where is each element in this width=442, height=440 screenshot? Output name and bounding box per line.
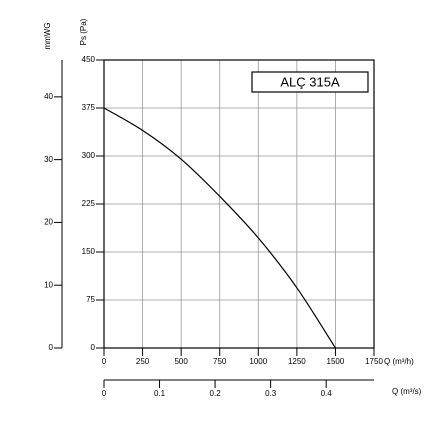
x-tick-label: 0 (102, 357, 107, 366)
x-axis-label: Q (m³/h) (384, 357, 414, 366)
x-tick-label: 750 (213, 357, 227, 366)
legend-label: ALÇ 315A (280, 74, 340, 89)
x-tick-label: 250 (136, 357, 150, 366)
x-tick-label: 500 (174, 357, 188, 366)
y-tick-label: 150 (82, 247, 96, 256)
y2-tick-label: 40 (44, 92, 53, 101)
x-tick-label: 1000 (249, 357, 267, 366)
y2-axis-label: mmWG (43, 22, 52, 49)
x2-tick-label: 0.4 (321, 389, 333, 398)
y2-tick-label: 20 (44, 218, 53, 227)
x2-tick-label: 0.1 (154, 389, 166, 398)
y-tick-label: 75 (86, 295, 95, 304)
curve (103, 107, 336, 349)
x2-axis-label: Q (m³/s) (392, 387, 422, 396)
y-tick-label: 300 (82, 151, 96, 160)
legend-box (251, 71, 369, 93)
x2-tick-label: 0 (102, 389, 107, 398)
x-tick-label: 1750 (365, 357, 383, 366)
x2-tick-label: 0.2 (210, 389, 222, 398)
y2-tick-label: 30 (44, 155, 53, 164)
y-axis-label: Ps (Pa) (79, 18, 88, 45)
x-tick-label: 1500 (327, 357, 345, 366)
y2-tick-label: 10 (44, 280, 53, 289)
y-tick-label: 0 (91, 343, 96, 352)
y-tick-label: 450 (82, 55, 96, 64)
x-tick-label: 1250 (288, 357, 306, 366)
y2-tick-label: 0 (49, 343, 54, 352)
y-tick-label: 375 (82, 103, 96, 112)
x2-tick-label: 0.3 (265, 389, 277, 398)
y-tick-label: 225 (82, 199, 96, 208)
plot-frame (103, 59, 375, 349)
